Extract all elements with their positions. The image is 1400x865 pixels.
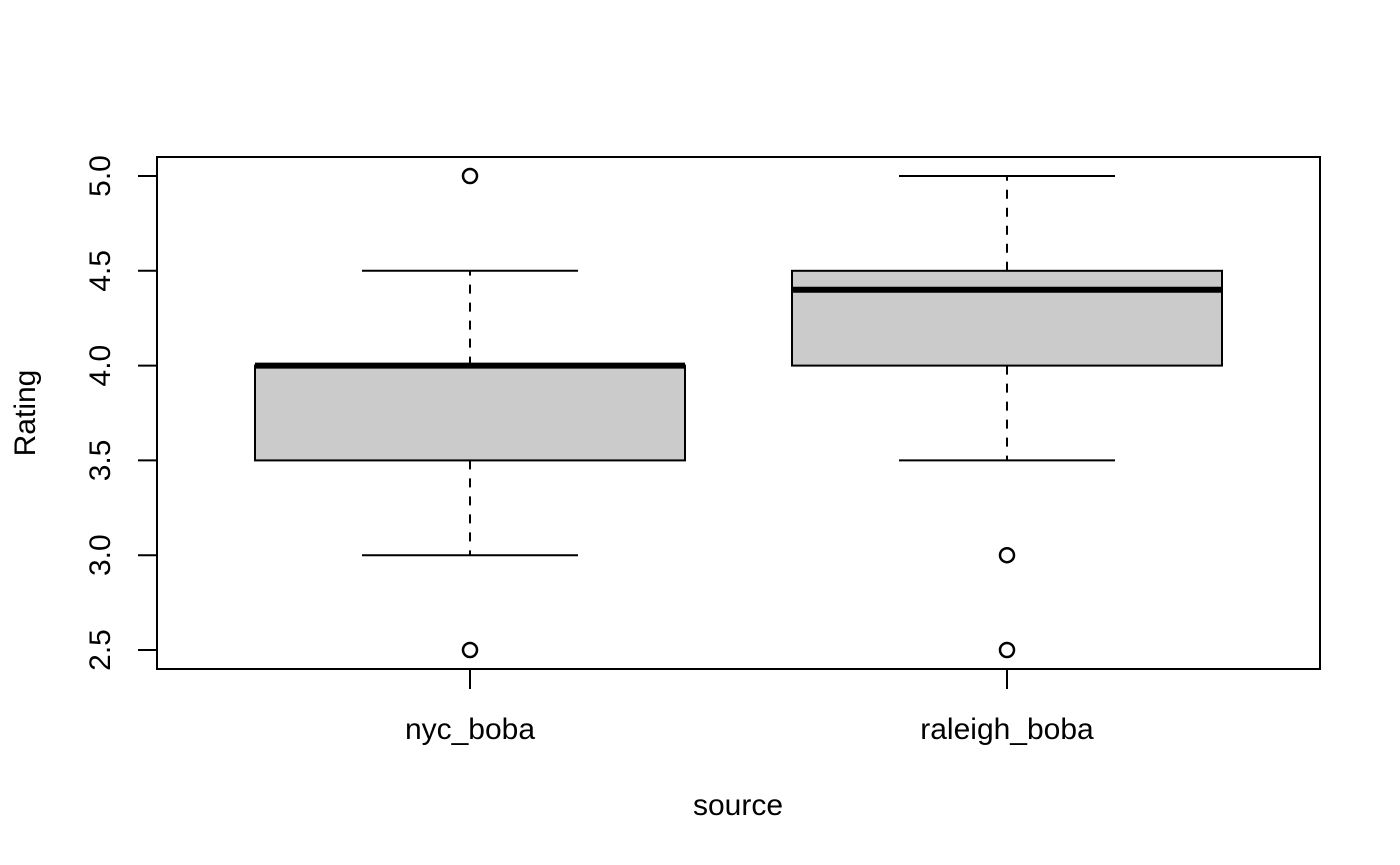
box-group <box>254 167 1223 659</box>
y-tick-label: 5.0 <box>84 155 117 197</box>
x-tick-label: raleigh_boba <box>920 713 1094 746</box>
box-raleigh_boba <box>791 175 1223 659</box>
x-axis: nyc_boba raleigh_boba <box>405 669 1094 746</box>
y-tick-label: 4.5 <box>84 250 117 292</box>
y-tick-label: 3.5 <box>84 440 117 482</box>
box-nyc_boba <box>254 167 686 659</box>
outlier-point <box>461 641 479 659</box>
y-tick-label: 4.0 <box>84 345 117 387</box>
iqr-box <box>791 269 1223 367</box>
x-tick-label: nyc_boba <box>405 713 535 746</box>
outlier-point <box>998 641 1016 659</box>
outlier-point <box>461 167 479 185</box>
y-tick-label: 3.0 <box>84 534 117 576</box>
x-axis-label: source <box>693 789 783 822</box>
y-axis-label: Rating <box>9 370 42 457</box>
y-axis: 2.5 3.0 3.5 4.0 4.5 5.0 <box>84 155 158 671</box>
outlier-point <box>998 546 1016 564</box>
iqr-box <box>254 364 686 462</box>
y-tick-label: 2.5 <box>84 629 117 671</box>
